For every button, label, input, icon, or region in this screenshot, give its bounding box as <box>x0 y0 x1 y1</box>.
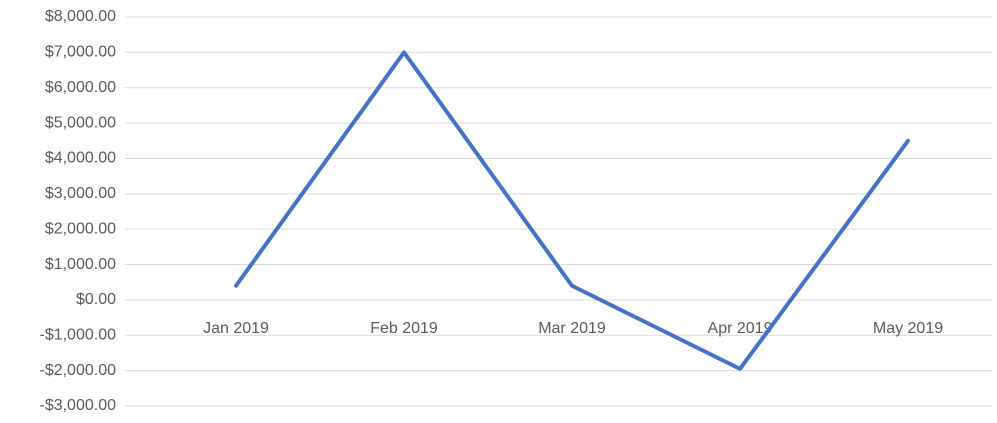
x-tick-label: May 2019 <box>873 320 943 337</box>
x-tick-label: Mar 2019 <box>538 320 606 337</box>
y-tick-label: $3,000.00 <box>45 185 116 202</box>
x-tick-label: Apr 2019 <box>708 320 773 337</box>
y-tick-label: -$3,000.00 <box>39 397 116 414</box>
y-tick-label: $8,000.00 <box>45 8 116 25</box>
x-tick-label: Feb 2019 <box>370 320 438 337</box>
y-tick-label: -$2,000.00 <box>39 362 116 379</box>
y-tick-label: -$1,000.00 <box>39 326 116 343</box>
y-tick-label: $0.00 <box>76 291 116 308</box>
y-tick-label: $4,000.00 <box>45 150 116 167</box>
x-tick-label: Jan 2019 <box>203 320 269 337</box>
y-tick-label: $5,000.00 <box>45 114 116 131</box>
data-line <box>234 50 910 371</box>
y-tick-label: $7,000.00 <box>45 44 116 61</box>
y-tick-label: $6,000.00 <box>45 79 116 96</box>
y-tick-label: $2,000.00 <box>45 220 116 237</box>
y-tick-label: $1,000.00 <box>45 256 116 273</box>
